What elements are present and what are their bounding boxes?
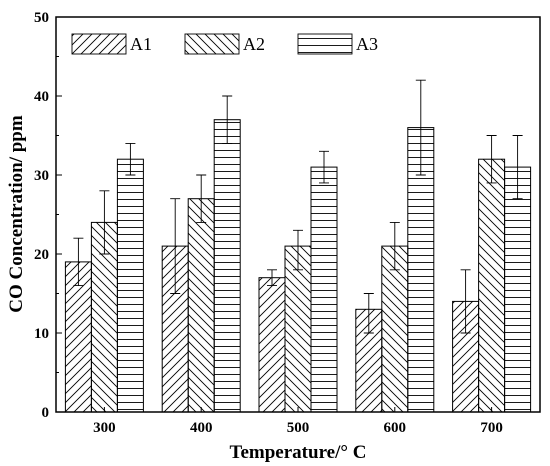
error-bars-layer — [73, 79, 523, 334]
legend-swatch-A1 — [71, 33, 127, 55]
y-tick-label: 20 — [34, 247, 49, 263]
bar-A2-600 — [381, 245, 409, 413]
x-tick-label: 700 — [480, 420, 503, 436]
legend-swatch-A2 — [184, 33, 240, 55]
legend-label-A1: A1 — [130, 34, 152, 54]
bar-A1-500 — [258, 277, 286, 413]
y-axis: 0 10 20 30 40 50 — [34, 10, 62, 421]
legend: A1 A2 A3 — [71, 33, 378, 55]
y-tick-label: 30 — [34, 168, 49, 184]
x-tick-label: 600 — [384, 420, 407, 436]
error-bar-A3-400 — [222, 95, 233, 144]
error-bar-A1-400 — [170, 198, 181, 294]
error-bar-A3-300 — [125, 142, 136, 176]
y-tick-label: 0 — [42, 405, 50, 421]
bar-A3-500 — [310, 166, 338, 413]
y-axis-title: CO Concentration/ ppm — [6, 115, 27, 313]
y-tick-label: 50 — [34, 10, 49, 26]
legend-label-A3: A3 — [356, 34, 378, 54]
bar-A3-700 — [504, 166, 532, 413]
error-bar-A1-300 — [73, 237, 84, 287]
error-bar-A2-300 — [99, 190, 110, 255]
y-tick-label: 10 — [34, 326, 49, 342]
x-tick-label: 300 — [93, 420, 116, 436]
bar-A2-500 — [284, 245, 312, 413]
error-bar-A1-500 — [267, 269, 277, 287]
error-bar-A3-600 — [415, 79, 426, 176]
bar-A3-600 — [407, 127, 435, 413]
y-tick-label: 40 — [34, 89, 49, 105]
error-bar-A3-500 — [319, 150, 329, 184]
x-tick-label: 400 — [190, 420, 213, 436]
x-tick-label: 500 — [287, 420, 310, 436]
x-axis: 300 400 500 600 700 — [93, 407, 503, 436]
legend-swatch-A3 — [297, 33, 353, 55]
error-bar-A3-700 — [512, 135, 523, 200]
error-bar-A2-600 — [389, 221, 400, 271]
bar-A3-400 — [213, 119, 241, 413]
error-bar-A1-700 — [460, 269, 471, 334]
error-bar-A2-700 — [486, 135, 497, 184]
bar-A2-700 — [478, 158, 506, 413]
x-axis-title: Temperature/° C — [230, 442, 367, 463]
bar-A3-300 — [116, 158, 144, 413]
bar-A2-400 — [187, 198, 215, 413]
error-bar-A1-600 — [363, 293, 374, 334]
legend-label-A2: A2 — [243, 34, 265, 54]
bar-A1-600 — [355, 308, 383, 413]
error-bar-A2-400 — [196, 174, 207, 223]
error-bar-A2-500 — [293, 229, 303, 271]
